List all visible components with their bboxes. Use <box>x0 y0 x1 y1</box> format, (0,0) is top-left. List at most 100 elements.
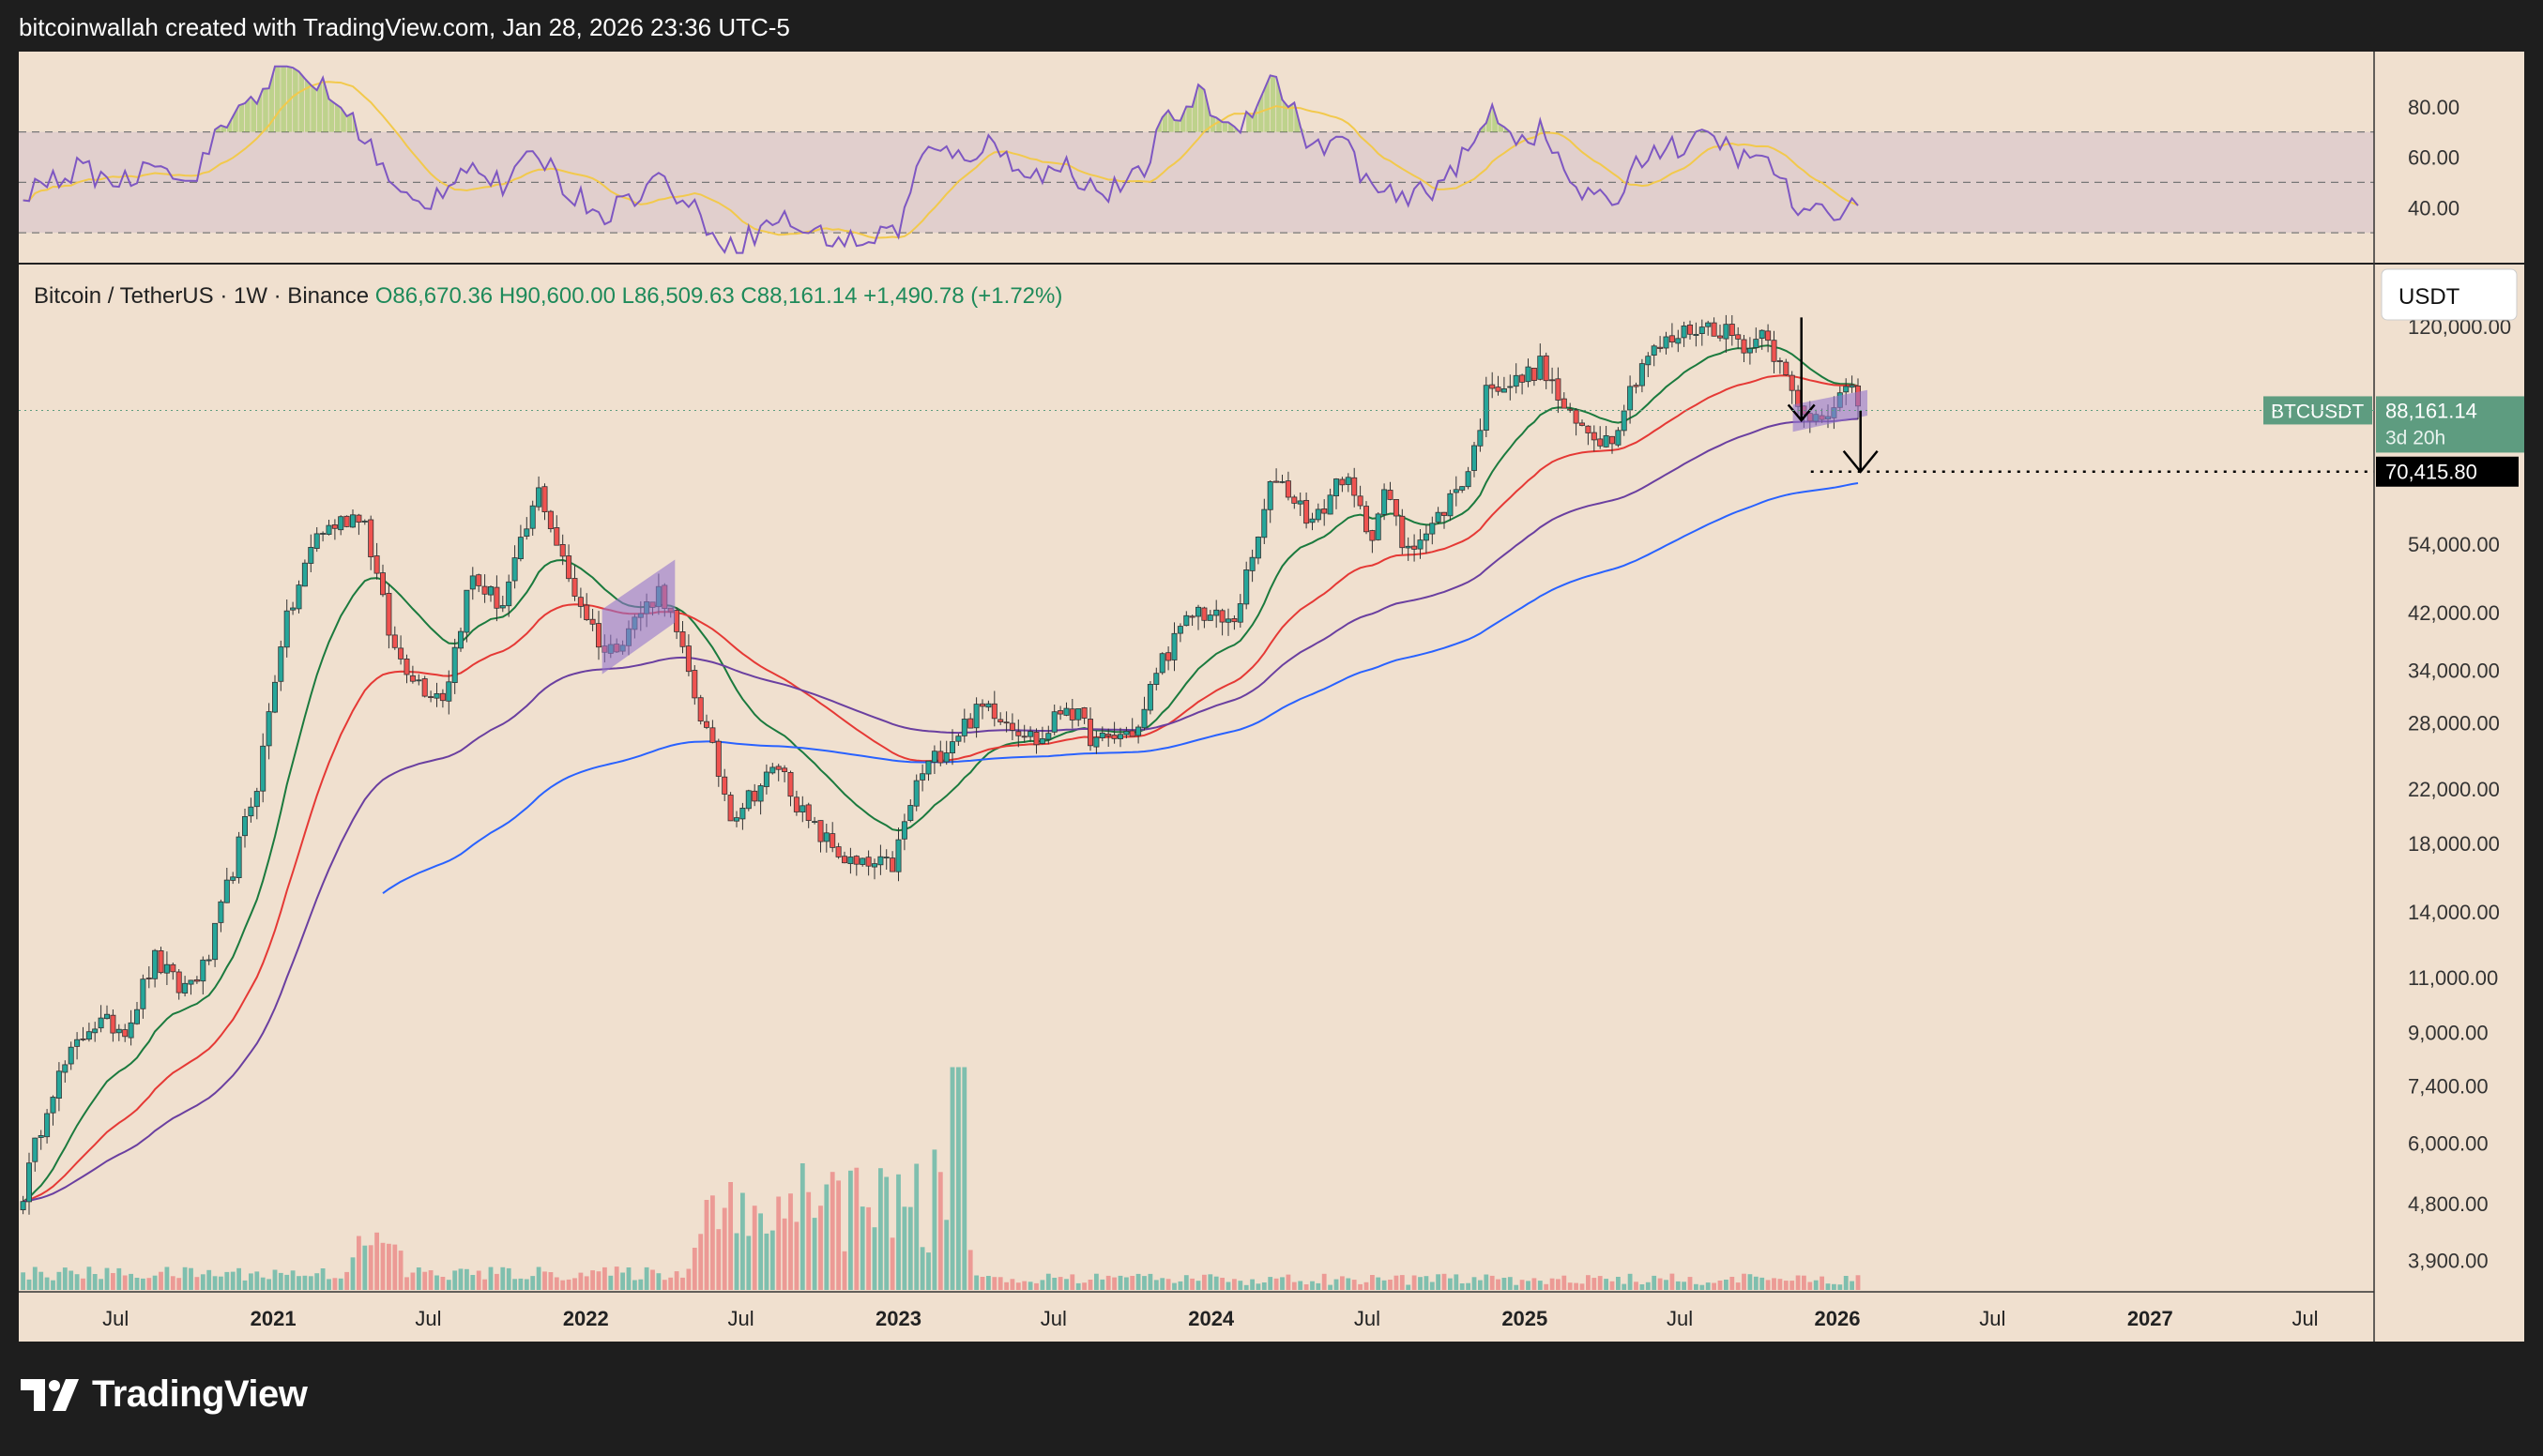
volume-bar <box>230 1271 236 1290</box>
candle-body <box>1081 707 1088 719</box>
volume-bar <box>104 1267 110 1290</box>
candle-body <box>1039 738 1045 744</box>
candle-body <box>1279 480 1286 483</box>
volume-bar <box>1183 1275 1189 1290</box>
candle-body <box>1207 614 1213 621</box>
volume-bar <box>980 1277 985 1290</box>
volume-bar <box>81 1278 85 1290</box>
volume-bar <box>111 1273 115 1290</box>
candle-body <box>752 790 758 802</box>
candle-body <box>320 533 327 535</box>
candle-body <box>1111 735 1118 739</box>
chart-svg[interactable]: 80.0060.0040.00120,000.0054,000.0042,000… <box>19 52 2524 1342</box>
tradingview-logo-icon <box>21 1378 79 1411</box>
candle-body <box>709 727 716 743</box>
volume-bar <box>512 1279 517 1290</box>
candle-body <box>1045 733 1052 740</box>
volume-bar <box>662 1280 667 1290</box>
volume-bar <box>368 1245 373 1290</box>
candle-body <box>547 510 554 530</box>
candle-body <box>62 1064 69 1073</box>
candle-body <box>812 821 818 823</box>
candle-body <box>1465 471 1471 488</box>
volume-bar <box>159 1271 163 1290</box>
volume-bar <box>500 1266 506 1290</box>
volume-bar <box>416 1267 421 1290</box>
volume-bar <box>572 1278 577 1290</box>
volume-bar <box>848 1170 853 1290</box>
candle-body <box>1429 523 1436 535</box>
chart-frame[interactable]: 80.00 60.00 40.00 120,000.00 54,000.00 42,000… <box>19 52 2524 1342</box>
volume-bar <box>818 1206 823 1290</box>
candle-body <box>1147 684 1153 711</box>
candle-body <box>1363 506 1370 533</box>
candle-body <box>571 578 578 597</box>
volume-bar <box>1556 1279 1561 1290</box>
volume-bar <box>1075 1282 1081 1290</box>
candle-body <box>1153 673 1160 686</box>
candle-body <box>1243 569 1250 605</box>
candle-body <box>92 1028 99 1034</box>
candle-body <box>1525 366 1531 383</box>
volume-bar <box>200 1274 206 1290</box>
candle-body <box>1668 335 1675 342</box>
volume-bar <box>668 1277 674 1290</box>
volume-bar <box>284 1274 290 1290</box>
volume-bar <box>506 1267 511 1290</box>
volume-bar <box>1724 1280 1728 1290</box>
volume-bar <box>716 1229 722 1290</box>
candle-body <box>1051 711 1058 733</box>
currency-button[interactable] <box>2381 268 2518 321</box>
candle-body <box>20 1201 26 1210</box>
volume-bar <box>332 1278 338 1290</box>
volume-bar <box>1586 1275 1591 1290</box>
candle-body <box>997 719 1004 723</box>
volume-bar <box>1652 1275 1657 1290</box>
volume-bar <box>1609 1281 1615 1290</box>
volume-bar <box>799 1163 805 1290</box>
candle-body <box>1849 385 1855 388</box>
candle-body <box>1213 609 1220 616</box>
volume-bar <box>1213 1276 1219 1290</box>
candle-body <box>1075 708 1082 720</box>
volume-bar <box>74 1274 80 1290</box>
time-tick-label: 2021 <box>251 1307 297 1330</box>
candle-body <box>266 711 272 747</box>
volume-bar <box>1328 1284 1332 1290</box>
volume-bar <box>769 1230 775 1290</box>
volume-bar <box>1148 1273 1153 1290</box>
volume-bar <box>1064 1279 1069 1290</box>
candle-body <box>32 1137 38 1162</box>
volume-bar <box>1597 1276 1603 1290</box>
volume-bar <box>344 1271 349 1290</box>
volume-bar <box>1484 1274 1489 1290</box>
volume-bar <box>746 1236 752 1290</box>
currency-button-label: USDT <box>2398 284 2460 310</box>
volume-bar <box>1165 1279 1171 1290</box>
candle-body <box>1123 731 1130 736</box>
volume-bar <box>1321 1273 1327 1290</box>
candle-body <box>1776 360 1783 362</box>
volume-bar <box>38 1271 44 1290</box>
volume-bar <box>1850 1281 1854 1290</box>
candle-body <box>1339 478 1346 486</box>
tradingview-wordmark: TradingView <box>92 1373 308 1415</box>
candle-body <box>469 575 476 590</box>
volume-bar <box>446 1280 451 1290</box>
candle-body <box>421 678 428 697</box>
volume-bar <box>1135 1273 1141 1290</box>
candle-body <box>464 589 470 633</box>
candle-body <box>1717 335 1724 339</box>
time-tick-label: Jul <box>1354 1307 1380 1330</box>
volume-bar <box>1190 1278 1195 1290</box>
volume-bar <box>590 1270 595 1290</box>
candle-body <box>200 959 206 982</box>
volume-bar <box>1238 1281 1243 1290</box>
volume-bar <box>1082 1282 1087 1290</box>
candle-body <box>955 736 962 742</box>
volume-bar <box>1694 1283 1698 1290</box>
candle-body <box>1585 425 1591 433</box>
volume-bar <box>122 1275 128 1290</box>
tradingview-branding[interactable]: TradingView <box>21 1373 308 1416</box>
volume-bar <box>698 1234 704 1290</box>
